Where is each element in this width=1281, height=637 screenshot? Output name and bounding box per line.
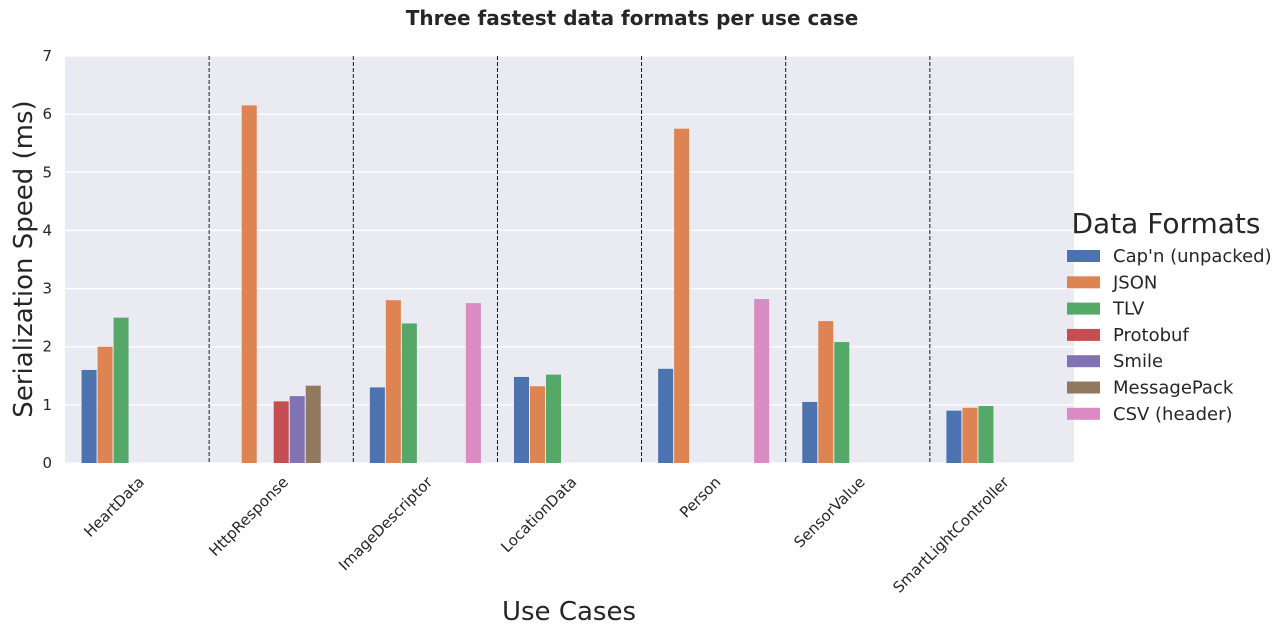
chart-title: Three fastest data formats per use case bbox=[406, 6, 859, 30]
bar-locationdata-cap-n-unpacked bbox=[514, 376, 529, 463]
y-tick-label-1: 1 bbox=[42, 396, 52, 414]
bar-person-csv-header bbox=[754, 299, 770, 463]
legend-label-cap-n-unpacked: Cap'n (unpacked) bbox=[1113, 246, 1272, 267]
x-tick-label-person: Person bbox=[676, 473, 724, 521]
y-tick-label-0: 0 bbox=[42, 454, 52, 472]
x-tick-label-smartlightcontroller: SmartLightController bbox=[889, 473, 1013, 597]
bars bbox=[81, 105, 994, 464]
legend-swatch-smile bbox=[1067, 355, 1100, 368]
bar-locationdata-tlv bbox=[546, 374, 561, 463]
x-tick-label-imagedescriptor: ImageDescriptor bbox=[335, 473, 437, 575]
bar-imagedescriptor-cap-n-unpacked bbox=[369, 387, 385, 463]
bar-person-json bbox=[674, 128, 690, 463]
y-tick-labels: 0 1 2 3 4 5 6 7 bbox=[42, 47, 52, 472]
legend-label-protobuf: Protobuf bbox=[1113, 325, 1189, 346]
y-tick-label-2: 2 bbox=[42, 338, 52, 356]
y-tick-label-6: 6 bbox=[42, 105, 52, 123]
x-tick-label-httpresponse: HttpResponse bbox=[205, 473, 292, 560]
bar-sensorvalue-cap-n-unpacked bbox=[802, 401, 818, 463]
legend-swatch-protobuf bbox=[1067, 328, 1100, 341]
legend-label-messagepack: MessagePack bbox=[1113, 378, 1234, 399]
y-tick-label-5: 5 bbox=[42, 163, 52, 181]
x-axis-label: Use Cases bbox=[502, 597, 636, 627]
legend-label-json: JSON bbox=[1112, 272, 1157, 293]
y-tick-label-3: 3 bbox=[42, 280, 52, 298]
category-separators bbox=[208, 56, 931, 463]
legend-label-csv-header: CSV (header) bbox=[1113, 404, 1233, 425]
gridlines bbox=[65, 55, 1074, 464]
bar-imagedescriptor-csv-header bbox=[465, 303, 481, 463]
bar-locationdata-json bbox=[530, 386, 545, 463]
bar-heartdata-tlv bbox=[113, 317, 129, 463]
bar-heartdata-json bbox=[97, 346, 113, 463]
legend-label-smile: Smile bbox=[1113, 351, 1163, 372]
bar-heartdata-cap-n-unpacked bbox=[81, 369, 97, 463]
bar-httpresponse-messagepack bbox=[305, 385, 321, 463]
bar-sensorvalue-json bbox=[818, 321, 834, 463]
legend-label-tlv: TLV bbox=[1112, 299, 1145, 320]
y-tick-label-4: 4 bbox=[42, 221, 52, 239]
bar-smartlightcontroller-cap-n-unpacked bbox=[946, 410, 962, 463]
legend-swatch-tlv bbox=[1067, 302, 1100, 315]
plot-background bbox=[65, 56, 1074, 463]
legend-swatch-cap-n-unpacked bbox=[1067, 250, 1100, 262]
bar-httpresponse-smile bbox=[289, 396, 305, 463]
y-tick-label-7: 7 bbox=[42, 47, 52, 65]
bar-smartlightcontroller-json bbox=[962, 407, 978, 463]
bar-imagedescriptor-tlv bbox=[401, 323, 417, 463]
legend: Data Formats Cap'n (unpacked) JSON TLV Prot… bbox=[1067, 207, 1272, 425]
x-tick-label-locationdata: LocationData bbox=[497, 473, 580, 556]
legend-swatch-messagepack bbox=[1067, 381, 1100, 394]
bar-sensorvalue-tlv bbox=[834, 342, 850, 463]
y-axis-label: Serialization Speed (ms) bbox=[9, 100, 39, 417]
legend-swatch-csv-header bbox=[1067, 407, 1100, 420]
bar-smartlightcontroller-tlv bbox=[978, 406, 994, 463]
legend-swatch-json bbox=[1067, 276, 1100, 289]
bar-httpresponse-json bbox=[241, 105, 257, 464]
legend-title: Data Formats bbox=[1071, 207, 1260, 240]
x-tick-labels: HeartData HttpResponse ImageDescriptor Loca… bbox=[80, 473, 1013, 597]
bar-imagedescriptor-json bbox=[385, 300, 401, 463]
bar-person-cap-n-unpacked bbox=[658, 368, 674, 463]
x-tick-label-heartdata: HeartData bbox=[80, 473, 148, 541]
bar-httpresponse-protobuf bbox=[273, 401, 289, 463]
x-tick-label-sensorvalue: SensorValue bbox=[790, 473, 868, 551]
